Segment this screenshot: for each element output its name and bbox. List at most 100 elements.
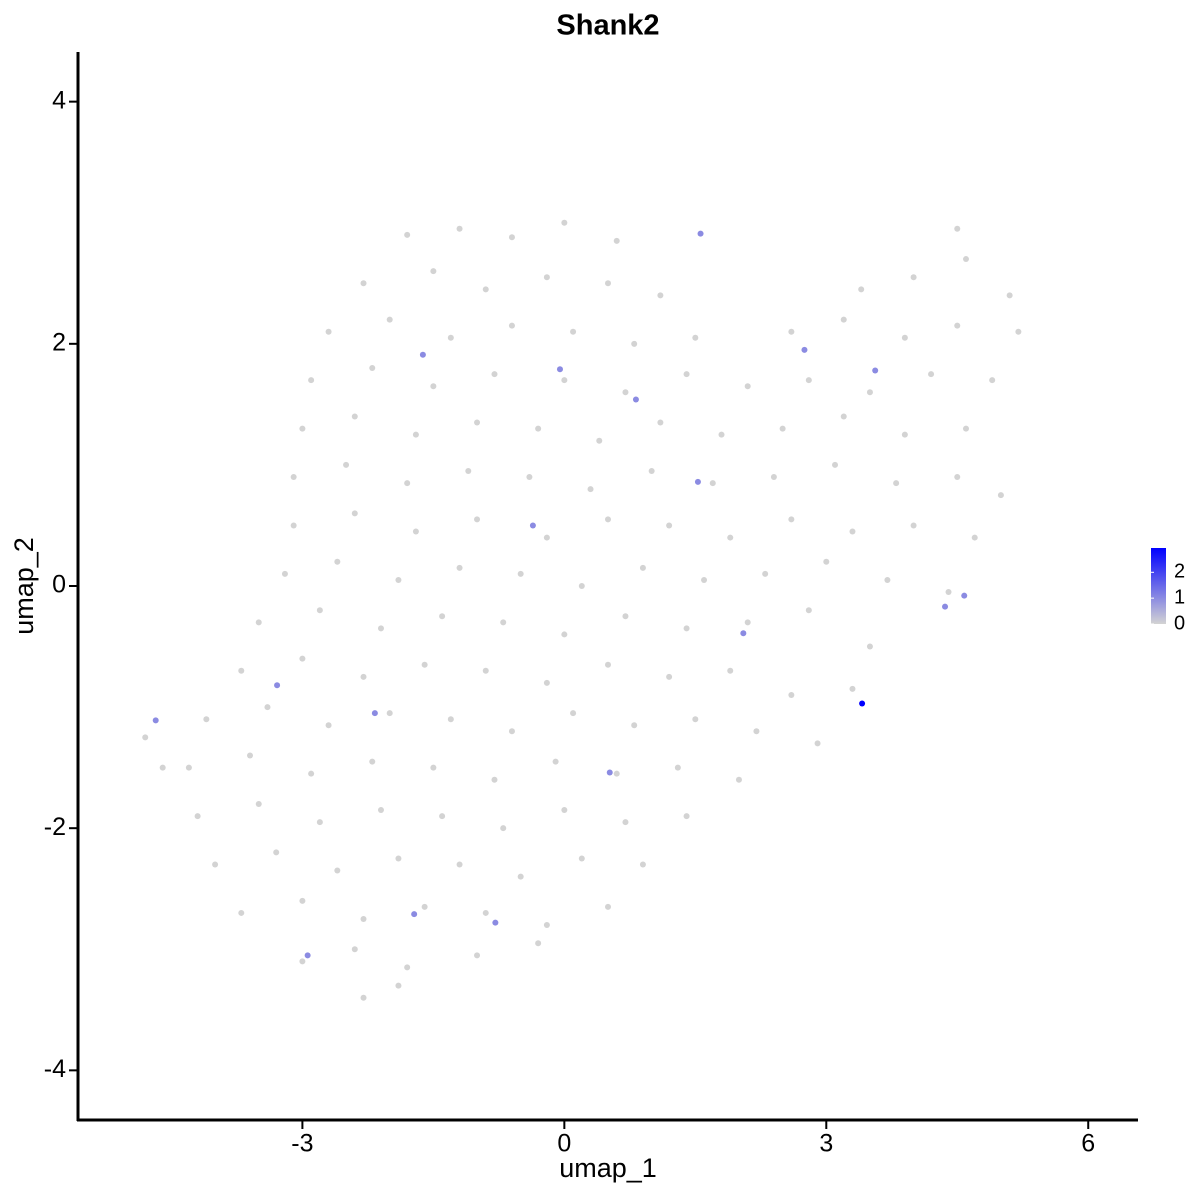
point <box>185 764 192 771</box>
point <box>849 528 856 535</box>
point <box>508 234 515 241</box>
point <box>859 700 866 707</box>
point <box>500 619 507 626</box>
point <box>596 437 603 444</box>
point <box>474 952 481 959</box>
point <box>718 431 725 438</box>
point <box>570 710 577 717</box>
point <box>411 911 418 918</box>
point <box>631 722 638 729</box>
colorbar-tick-label: 2 <box>1174 561 1185 583</box>
y-tick-label: 4 <box>52 86 66 114</box>
point <box>561 377 568 384</box>
point <box>430 764 437 771</box>
point <box>421 903 428 910</box>
point <box>561 807 568 814</box>
point <box>840 413 847 420</box>
point <box>159 764 166 771</box>
point <box>832 461 839 468</box>
point <box>395 982 402 989</box>
point <box>858 286 865 293</box>
point <box>194 813 201 820</box>
point <box>561 219 568 226</box>
point <box>945 589 952 596</box>
point <box>419 351 426 358</box>
point <box>788 516 795 523</box>
point <box>866 643 873 650</box>
point <box>989 377 996 384</box>
point <box>334 558 341 565</box>
point <box>1006 292 1013 299</box>
point <box>482 286 489 293</box>
point <box>482 909 489 916</box>
y-tick-label: 0 <box>52 571 66 599</box>
point <box>247 752 254 759</box>
point <box>299 958 306 965</box>
point <box>535 940 542 947</box>
point <box>371 710 378 717</box>
point <box>500 825 507 832</box>
point <box>456 861 463 868</box>
point <box>360 673 367 680</box>
point <box>814 740 821 747</box>
point <box>578 855 585 862</box>
point <box>954 322 961 329</box>
point <box>632 396 639 403</box>
point <box>290 474 297 481</box>
point <box>901 431 908 438</box>
point <box>238 909 245 916</box>
point <box>325 722 332 729</box>
point <box>1015 328 1022 335</box>
point <box>954 225 961 232</box>
point <box>255 800 262 807</box>
point <box>543 679 550 686</box>
point <box>456 564 463 571</box>
x-tick-label: 0 <box>557 1130 571 1158</box>
point <box>395 855 402 862</box>
point <box>872 367 879 374</box>
point <box>526 474 533 481</box>
point <box>299 655 306 662</box>
point <box>474 516 481 523</box>
point <box>770 474 777 481</box>
point <box>430 383 437 390</box>
point <box>281 570 288 577</box>
point <box>543 274 550 281</box>
point <box>997 492 1004 499</box>
point <box>386 316 393 323</box>
point <box>360 994 367 1001</box>
point <box>492 919 499 926</box>
point <box>622 819 629 826</box>
point <box>805 607 812 614</box>
points <box>142 219 1022 1001</box>
point <box>552 758 559 765</box>
point <box>561 631 568 638</box>
point <box>694 478 701 485</box>
point <box>942 603 949 610</box>
y-tick-label: 2 <box>52 328 66 356</box>
y-tick-label: -2 <box>44 813 66 841</box>
point <box>439 813 446 820</box>
point <box>648 467 655 474</box>
point <box>386 710 393 717</box>
point <box>535 425 542 432</box>
point <box>622 389 629 396</box>
point <box>727 667 734 674</box>
point <box>971 534 978 541</box>
point <box>142 734 149 741</box>
point <box>543 922 550 929</box>
point <box>556 366 563 373</box>
point <box>639 861 646 868</box>
point <box>901 334 908 341</box>
point <box>928 371 935 378</box>
point <box>255 619 262 626</box>
y-tick-label: -4 <box>44 1055 66 1083</box>
point <box>961 592 968 599</box>
point <box>605 280 611 287</box>
point <box>840 316 847 323</box>
point <box>412 431 419 438</box>
point <box>740 630 747 637</box>
point <box>529 522 536 529</box>
